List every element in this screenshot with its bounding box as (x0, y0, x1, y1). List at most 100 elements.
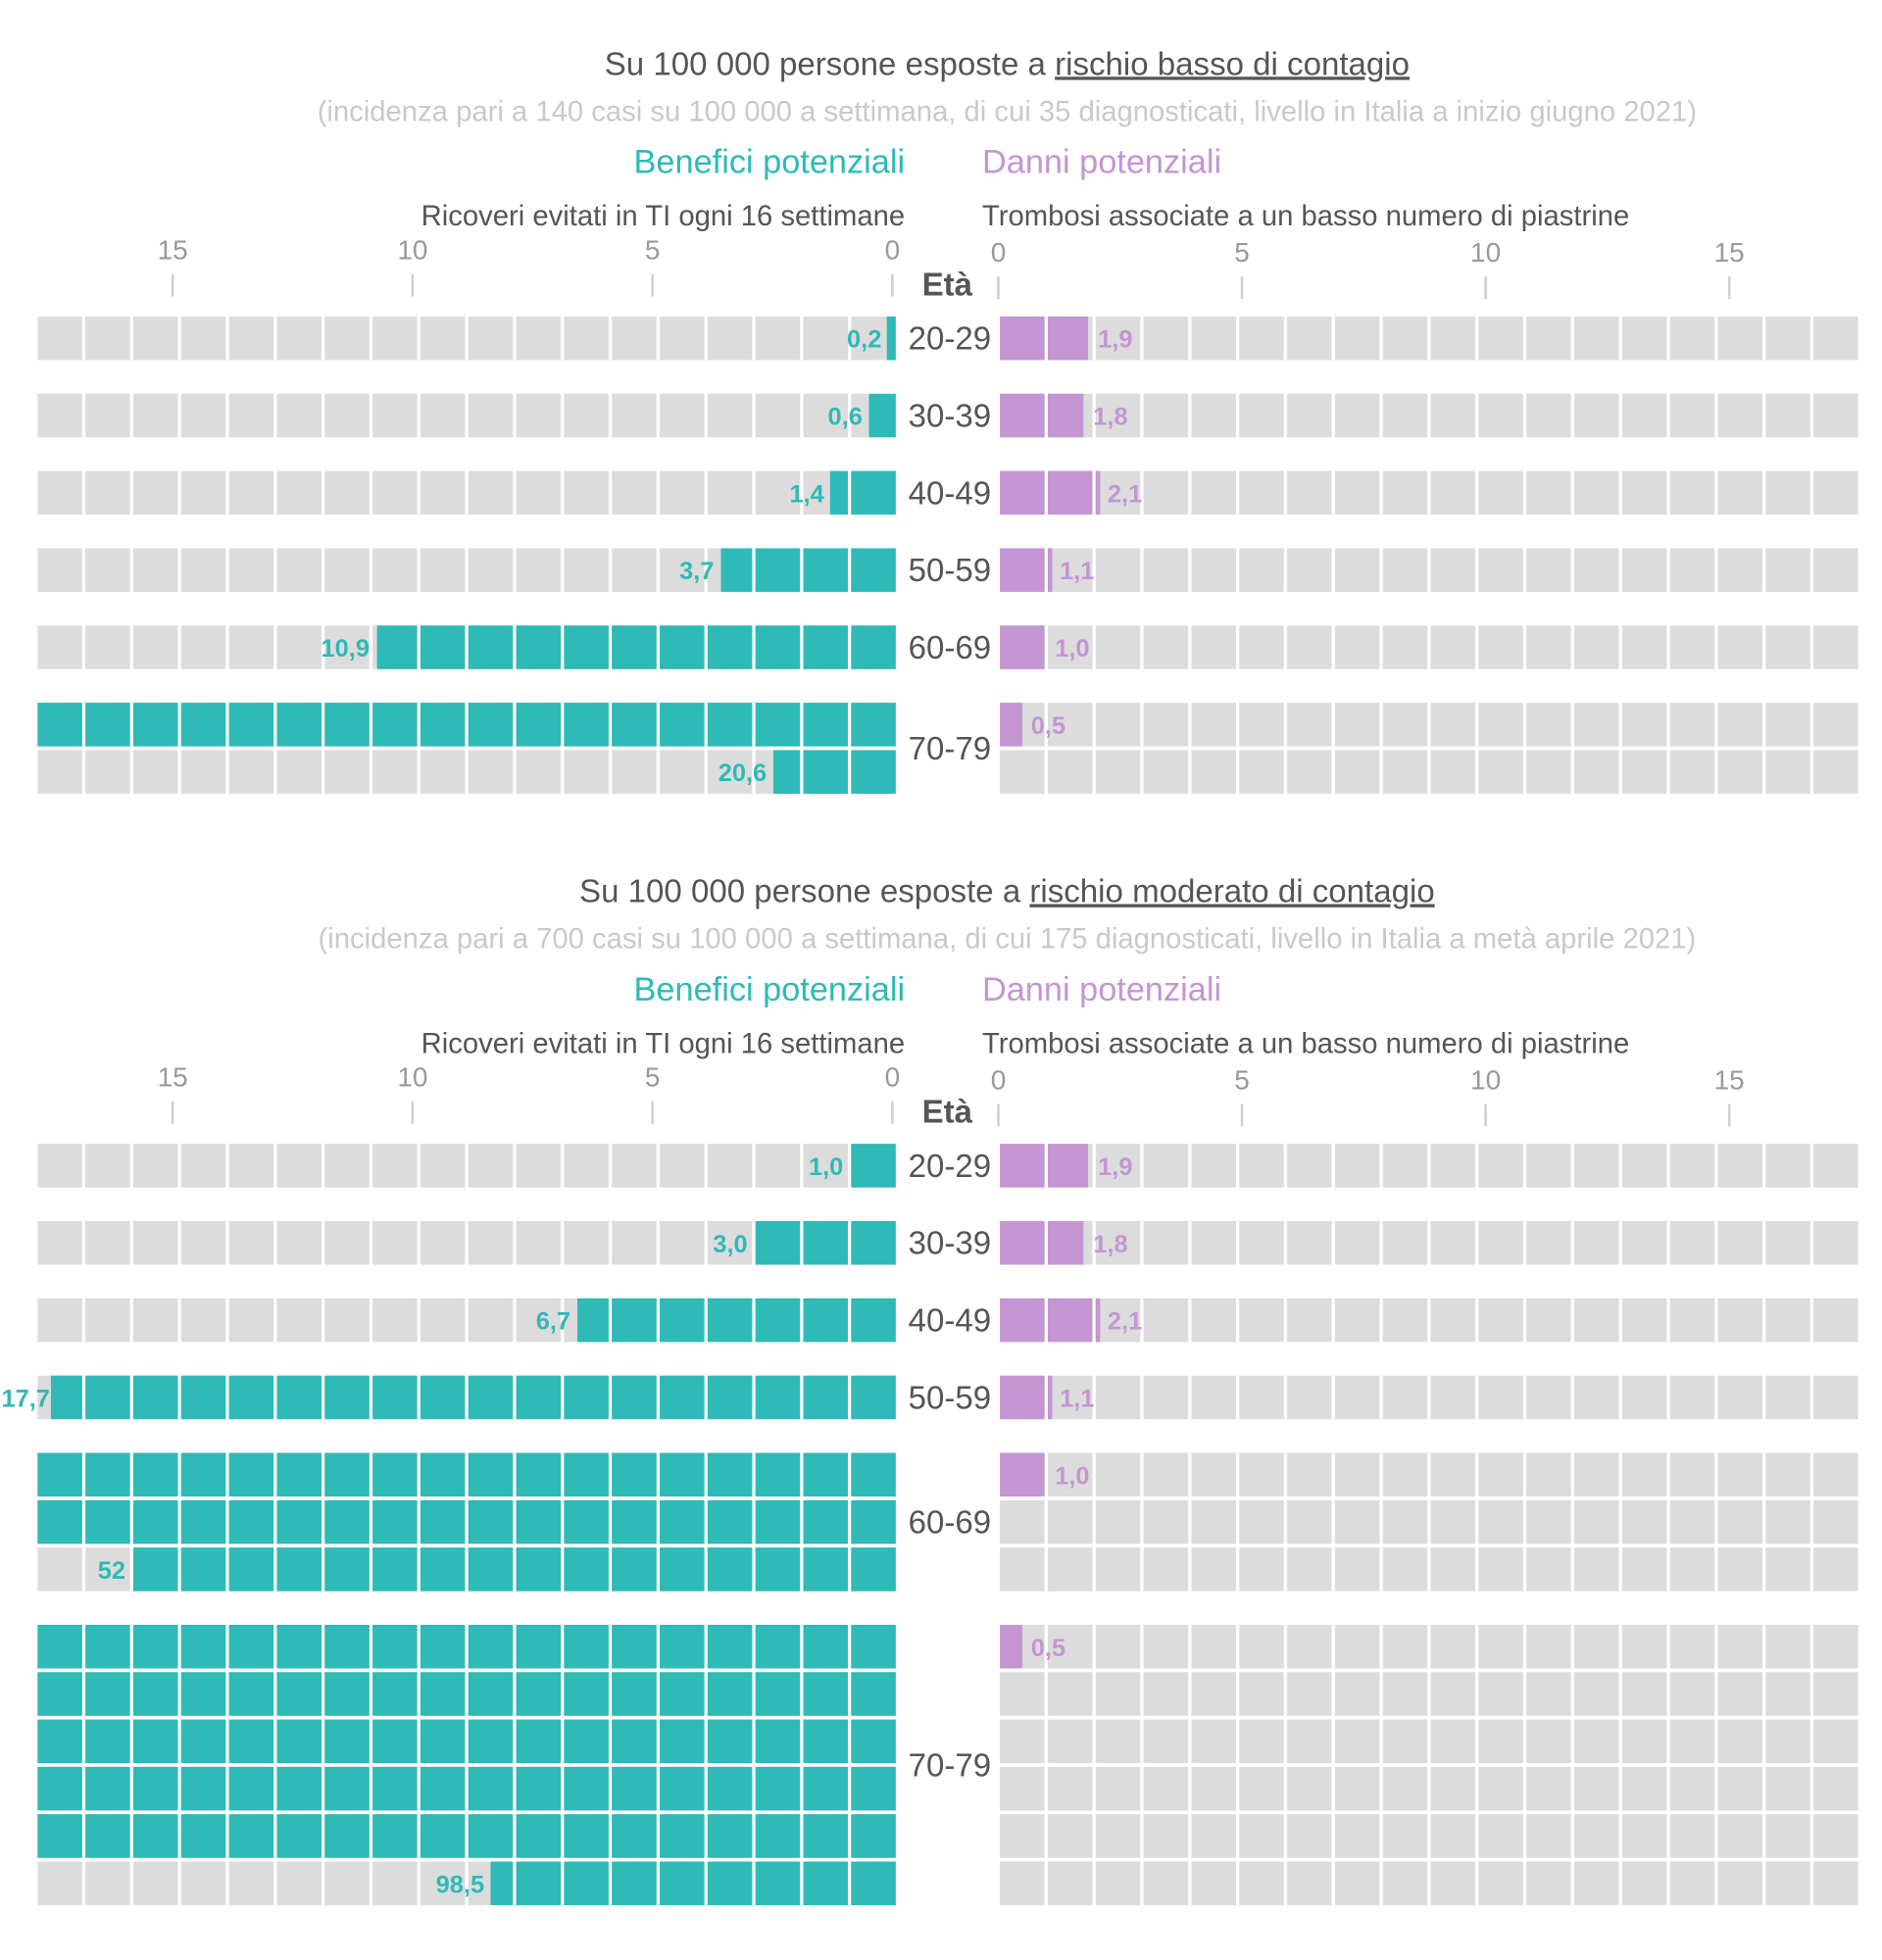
benefit-cell (851, 1298, 896, 1343)
benefit-cell (228, 703, 274, 747)
age-label: 50-59 (909, 553, 992, 589)
empty-cell (1765, 1719, 1810, 1764)
empty-cell (1526, 1144, 1571, 1188)
empty-cell (1430, 1814, 1476, 1858)
benefit-cell (468, 1452, 514, 1497)
empty-cell (1334, 1221, 1380, 1265)
benefit-cell (228, 1499, 274, 1544)
empty-cell (1621, 1672, 1667, 1716)
harm-cell (1000, 625, 1045, 669)
benefit-cell (612, 1814, 657, 1858)
empty-cell (1717, 1861, 1763, 1906)
empty-cell (1621, 393, 1667, 438)
harm-cell (1000, 316, 1045, 361)
empty-cell (1765, 1814, 1810, 1858)
empty-cell (1095, 1861, 1141, 1906)
empty-cell (1191, 750, 1236, 794)
empty-cell (564, 750, 609, 794)
empty-cell (1765, 1624, 1810, 1669)
empty-cell (1095, 625, 1141, 669)
empty-cell (1765, 750, 1810, 794)
empty-cell (37, 1144, 82, 1188)
empty-cell (1239, 1499, 1284, 1544)
harms-header: Danni potenziali (982, 971, 1221, 1008)
empty-cell (1334, 625, 1380, 669)
benefit-cell (851, 1144, 896, 1188)
age-group-40-49: 1,4 2,1 40-49 (37, 470, 1858, 515)
empty-cell (1621, 1719, 1667, 1764)
empty-cell (1334, 1719, 1380, 1764)
empty-cell (1095, 1547, 1141, 1592)
benefit-value-label: 1,0 (809, 1153, 843, 1181)
empty-cell (1095, 1298, 1141, 1343)
benefit-value-label: 98,5 (436, 1871, 484, 1898)
empty-cell (1621, 1814, 1667, 1858)
empty-cell (180, 1298, 226, 1343)
empty-cell (1765, 703, 1810, 747)
benefit-cell (755, 1298, 801, 1343)
empty-cell (1717, 548, 1763, 592)
empty-cell (612, 1144, 657, 1188)
empty-cell (1382, 1719, 1428, 1764)
empty-cell (1430, 1499, 1476, 1544)
empty-cell (516, 470, 562, 515)
empty-cell (755, 1144, 801, 1188)
empty-cell (1574, 1624, 1619, 1669)
empty-cell (372, 750, 418, 794)
empty-cell (1621, 1298, 1667, 1343)
benefit-cell (516, 1672, 562, 1716)
empty-cell (660, 316, 705, 361)
benefit-cell (803, 1719, 849, 1764)
benefit-cell (851, 1672, 896, 1716)
empty-cell (1334, 1144, 1380, 1188)
benefit-cell (37, 1624, 82, 1669)
benefit-cell (564, 1766, 609, 1811)
benefit-cell (132, 1547, 178, 1592)
empty-cell (1621, 1221, 1667, 1265)
empty-cell (1621, 1375, 1667, 1420)
harm-value-label: 2,1 (1108, 480, 1142, 508)
harm-value-label: 0,5 (1031, 1635, 1065, 1662)
empty-cell (85, 1144, 130, 1188)
empty-cell (1239, 470, 1284, 515)
empty-cell (1669, 1624, 1715, 1669)
empty-cell (1334, 1452, 1380, 1497)
benefit-cell (376, 625, 418, 669)
benefit-cell (707, 1672, 753, 1716)
benefit-cell (132, 1624, 178, 1669)
harms-axis-label: Trombosi associate a un basso numero di … (982, 201, 1629, 232)
empty-cell (1047, 703, 1093, 747)
empty-cell (1382, 1547, 1428, 1592)
benefit-cell (803, 1298, 849, 1343)
empty-cell (1574, 1221, 1619, 1265)
left-tick-label: 0 (885, 234, 901, 265)
benefit-cell (276, 1766, 322, 1811)
age-label: 40-49 (909, 475, 992, 512)
empty-cell (803, 1144, 849, 1188)
benefit-cell (851, 1547, 896, 1592)
empty-cell (37, 1298, 82, 1343)
empty-cell (85, 316, 130, 361)
benefit-cell (324, 1624, 370, 1669)
empty-cell (1717, 1221, 1763, 1265)
empty-cell (1095, 1375, 1141, 1420)
benefit-cell (851, 750, 896, 794)
empty-cell (1191, 1547, 1236, 1592)
benefit-cell (803, 750, 849, 794)
empty-cell (37, 393, 82, 438)
empty-cell (37, 1547, 82, 1592)
empty-cell (660, 1221, 705, 1265)
empty-cell (1813, 1672, 1858, 1716)
benefit-cell (612, 1547, 657, 1592)
harm-value-label: 1,8 (1093, 404, 1127, 431)
empty-cell (516, 1298, 562, 1343)
title-prefix: Su 100 000 persone esposte a (579, 874, 1029, 910)
empty-cell (1717, 1375, 1763, 1420)
empty-cell (1000, 1719, 1045, 1764)
empty-cell (1574, 1499, 1619, 1544)
empty-cell (1430, 1452, 1476, 1497)
empty-cell (564, 1221, 609, 1265)
benefit-value-label: 52 (98, 1557, 125, 1585)
benefits-axis-label: Ricoveri evitati in TI ogni 16 settimane (421, 1028, 905, 1059)
empty-cell (1574, 625, 1619, 669)
